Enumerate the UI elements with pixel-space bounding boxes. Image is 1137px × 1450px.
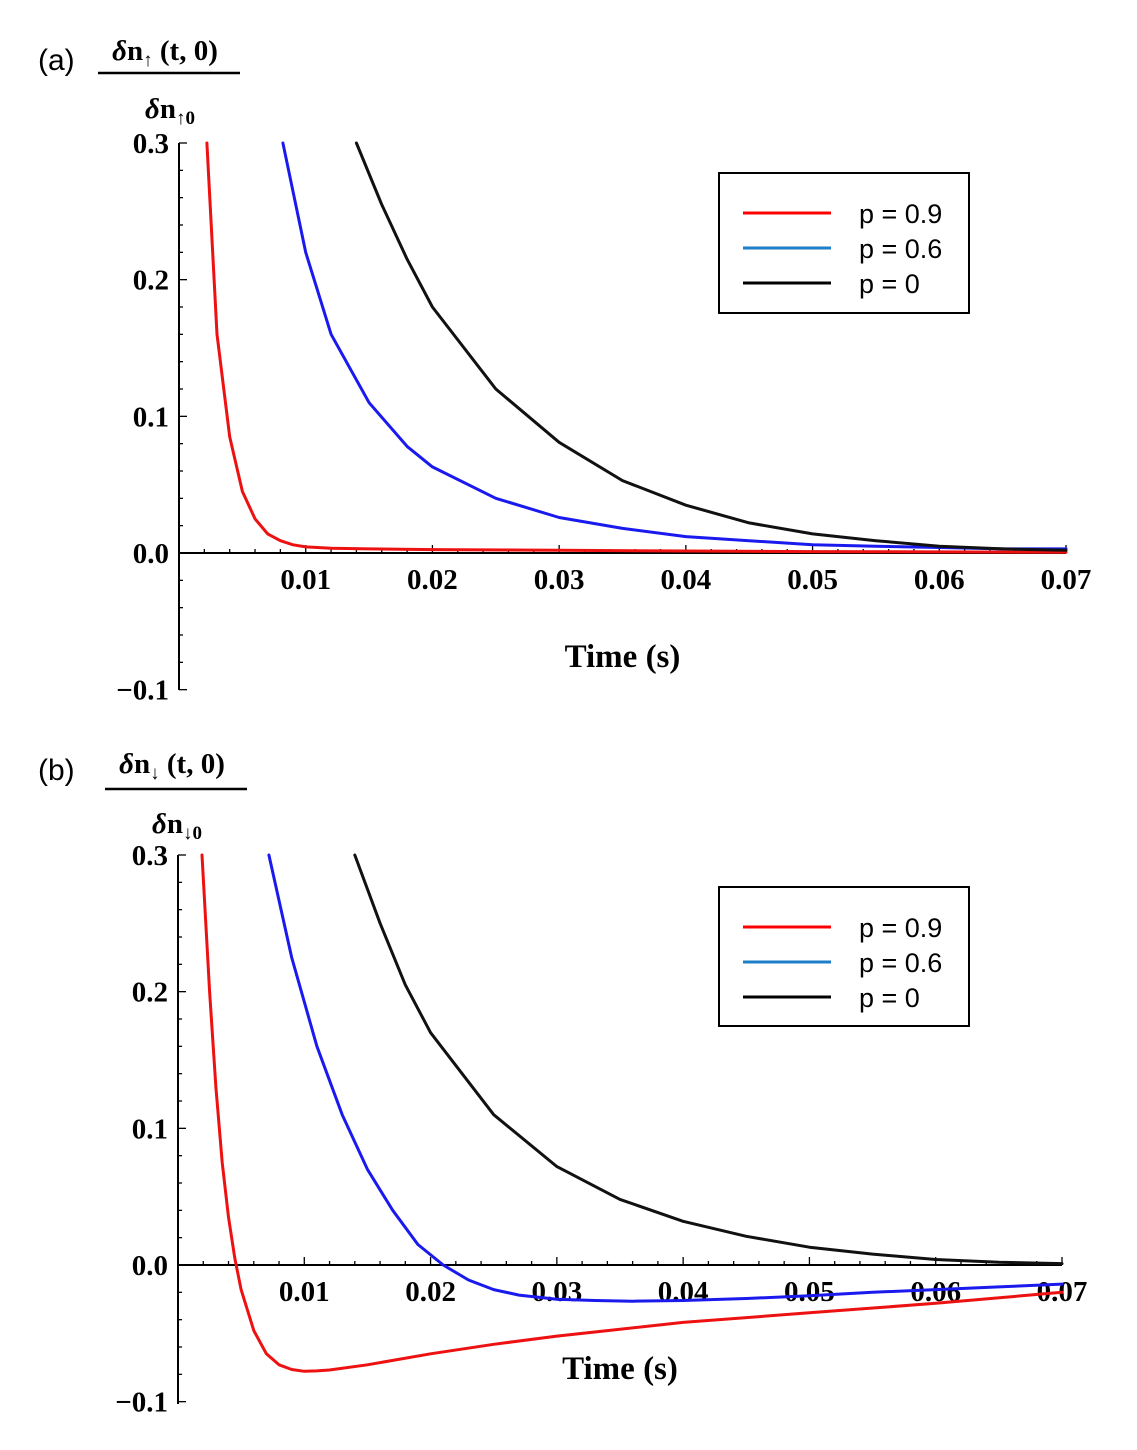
y-tick-label: 0.3 <box>133 128 169 160</box>
x-tick-label: 0.06 <box>914 564 965 596</box>
x-axis-label: Time (s) <box>565 639 681 675</box>
ylabel-denominator: δn↑0 <box>145 93 195 129</box>
x-tick-label: 0.04 <box>658 1276 709 1308</box>
y-tick-label: −0.1 <box>115 1387 168 1419</box>
legend-label: p = 0 <box>859 983 920 1013</box>
chart-panel-a: (a) δn↑ (t, 0) δn↑00.3 0.2 0.1 0.0 −0.1 0.01 0.0… <box>38 35 1091 707</box>
legend: p = 0.9 p = 0.6 p = 0 <box>718 172 970 314</box>
y-tick-label: −0.1 <box>116 675 169 707</box>
panel-label: (a) <box>38 44 75 77</box>
y-tick-label: 0.2 <box>132 977 168 1009</box>
y-tick-label: 0.0 <box>132 1250 168 1282</box>
series-line <box>354 141 1068 552</box>
series-line <box>205 141 1068 554</box>
chart-panel-b: (b) δn↓ (t, 0) δn↓00.3 0.2 0.1 0.0 −0.1 0.01 0.0… <box>38 748 1087 1419</box>
x-tick-label: 0.07 <box>1041 564 1092 596</box>
y-tick-label: 0.2 <box>133 265 169 297</box>
x-tick-label: 0.04 <box>660 564 711 596</box>
legend-box <box>718 886 970 1027</box>
legend-box <box>718 172 970 314</box>
legend-label: p = 0.9 <box>859 913 942 943</box>
legend-label: p = 0.6 <box>859 234 942 264</box>
legend-label: p = 0.6 <box>859 948 942 978</box>
legend-label: p = 0 <box>859 269 920 299</box>
y-tick-label: 0.1 <box>132 1113 168 1145</box>
x-tick-label: 0.05 <box>787 564 838 596</box>
x-tick-label: 0.02 <box>407 564 458 596</box>
x-tick-label: 0.05 <box>784 1276 835 1308</box>
x-tick-label: 0.03 <box>531 1276 582 1308</box>
panel-label: (b) <box>38 754 75 787</box>
ylabel-denominator: δn↓0 <box>152 808 202 844</box>
x-tick-label: 0.01 <box>279 1276 330 1308</box>
x-tick-label: 0.03 <box>534 564 585 596</box>
series-line <box>200 853 1064 1373</box>
series-line <box>353 853 1064 1266</box>
x-tick-label: 0.02 <box>405 1276 456 1308</box>
ylabel-numerator: δn↓ (t, 0) <box>119 748 225 784</box>
series-line <box>281 141 1068 551</box>
legend-label: p = 0.9 <box>859 199 942 229</box>
series-line <box>267 853 1064 1303</box>
y-tick-label: 0.0 <box>133 538 169 570</box>
ylabel-numerator: δn↑ (t, 0) <box>112 35 218 71</box>
y-tick-label: 0.1 <box>133 401 169 433</box>
y-tick-label: 0.3 <box>132 840 168 872</box>
x-axis-label: Time (s) <box>562 1351 678 1387</box>
legend: p = 0.9 p = 0.6 p = 0 <box>718 886 970 1027</box>
x-tick-label: 0.01 <box>280 564 331 596</box>
